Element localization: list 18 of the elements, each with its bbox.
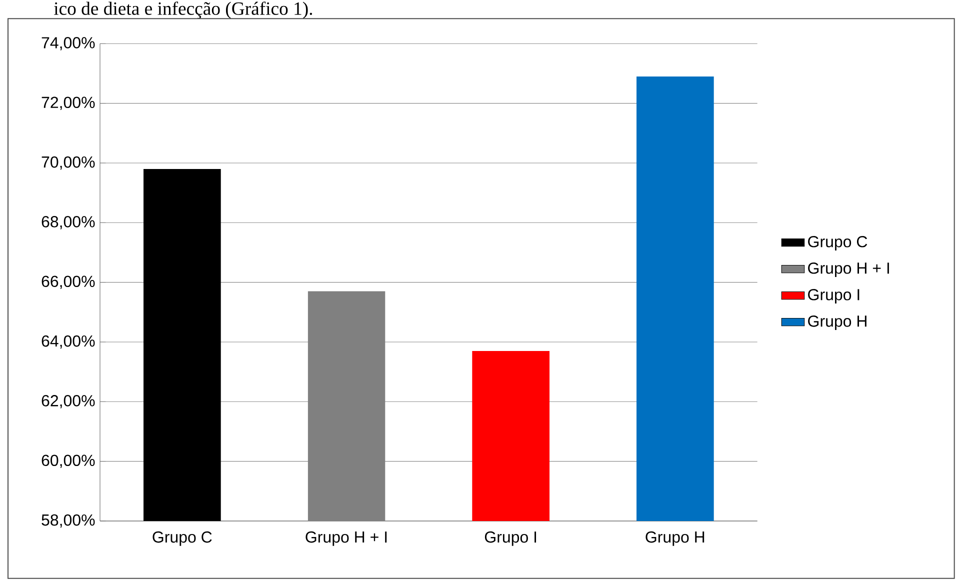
y-tick-label: 60,00% xyxy=(42,454,95,468)
y-tick-label: 68,00% xyxy=(42,216,95,230)
x-tick-label: Grupo C xyxy=(152,531,212,546)
y-tick-label: 66,00% xyxy=(42,276,95,289)
legend-label: Grupo I xyxy=(808,288,860,304)
legend-label: Grupo H xyxy=(808,316,866,330)
y-tick-label: 72,00% xyxy=(42,96,95,110)
legend-label: Grupo H + I xyxy=(808,262,889,277)
legend-label: Grupo C xyxy=(808,236,868,250)
y-tick-label: 58,00% xyxy=(42,514,95,528)
y-tick-label: 70,00% xyxy=(42,156,95,170)
y-tick-label: 64,00% xyxy=(42,335,95,349)
y-tick-label: 62,00% xyxy=(42,395,95,408)
x-tick-label: Grupo I xyxy=(484,531,536,546)
x-tick-label: Grupo H xyxy=(646,531,704,546)
text: ico de dieta e infecção (Gráfico 1). xyxy=(54,2,312,19)
y-tick-label: 74,00% xyxy=(42,37,95,50)
x-tick-label: Grupo H + I xyxy=(306,531,387,546)
